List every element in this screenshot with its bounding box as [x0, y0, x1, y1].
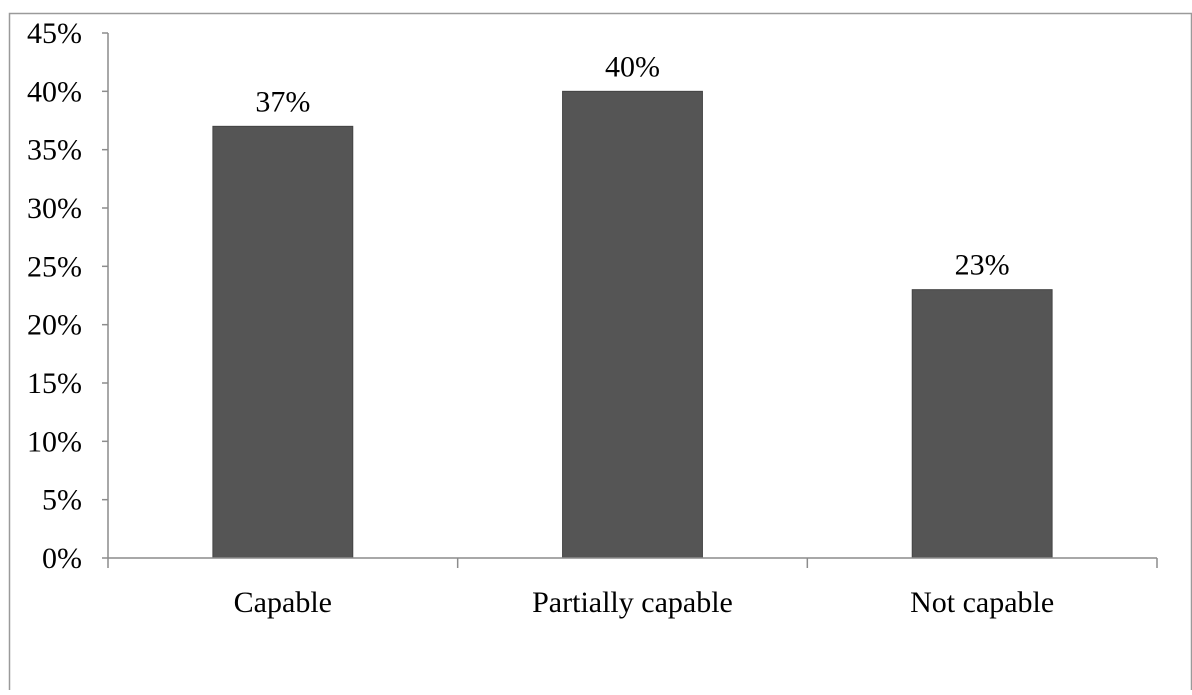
y-tick-label: 0%: [42, 542, 82, 575]
x-category-label: Capable: [234, 586, 332, 619]
x-category-label: Not capable: [910, 586, 1054, 619]
x-axis-labels: Capable Partially capable Not capable: [234, 586, 1055, 619]
y-tick-label: 25%: [27, 250, 82, 283]
bar: [562, 90, 703, 559]
data-labels: 37% 40% 23%: [255, 50, 1009, 281]
data-label: 40%: [605, 50, 660, 83]
y-tick-label: 10%: [27, 425, 82, 458]
y-tick-label: 45%: [27, 17, 82, 50]
bar: [212, 125, 354, 559]
y-tick-label: 35%: [27, 134, 82, 167]
axes: [107, 33, 1158, 568]
data-label: 23%: [955, 249, 1010, 282]
data-label: 37%: [255, 85, 310, 118]
y-tick-label: 5%: [42, 484, 82, 517]
bars: [212, 90, 1053, 559]
y-tick-label: 20%: [27, 309, 82, 342]
x-category-label: Partially capable: [532, 586, 733, 619]
y-tick-label: 30%: [27, 192, 82, 225]
y-axis-ticks: 0% 5% 10% 15% 20% 25% 30% 35% 40% 45%: [27, 17, 108, 575]
y-tick-label: 15%: [27, 367, 82, 400]
y-tick-label: 40%: [27, 75, 82, 108]
bar: [911, 289, 1053, 559]
